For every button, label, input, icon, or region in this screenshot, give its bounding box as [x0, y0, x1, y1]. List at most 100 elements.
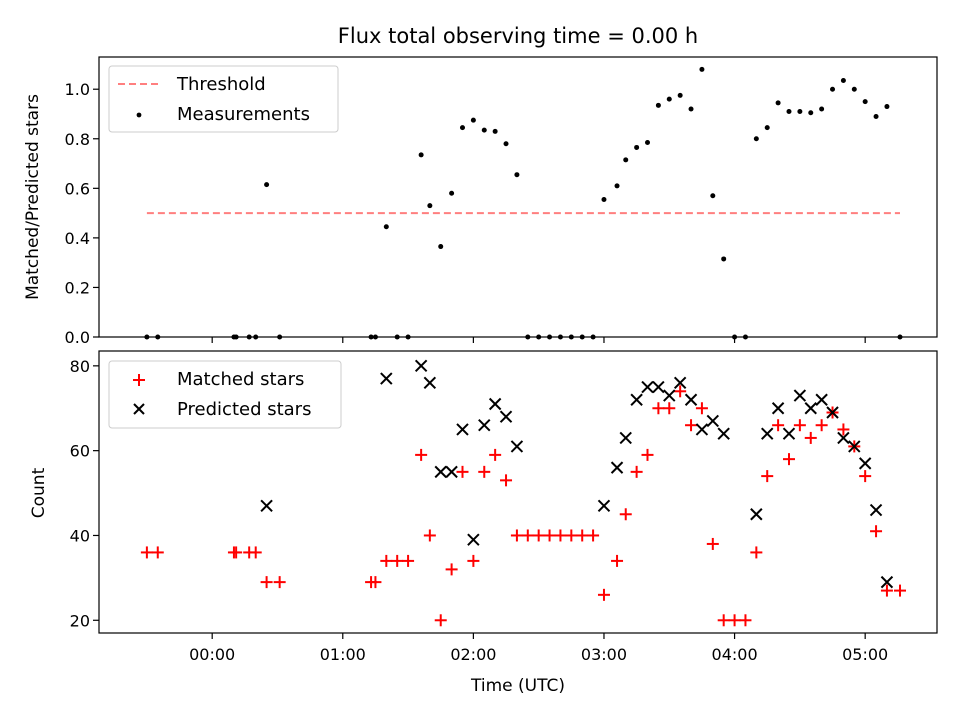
threshold-legend-label: Threshold	[176, 74, 266, 95]
measurement-point	[884, 104, 890, 110]
matched-star-point	[837, 423, 850, 436]
bottom-x-ticks: 00:00 01:00 02:00 03:00 04:00 05:00	[189, 633, 888, 664]
matched-star-point	[630, 465, 643, 478]
predicted-star-point	[414, 359, 428, 373]
matched-star-point	[415, 448, 428, 461]
predicted-star-point	[837, 431, 850, 445]
matched-star-point	[859, 470, 872, 483]
measurement-point	[418, 152, 424, 158]
top-legend: Threshold Measurements	[108, 65, 339, 133]
predicted-star-point	[610, 461, 624, 474]
predicted-star-point	[641, 380, 654, 394]
bottom-x-tick-label: 05:00	[842, 645, 888, 664]
predicted-star-point	[771, 402, 785, 415]
measurement-point	[492, 128, 498, 134]
matched-star-point	[695, 402, 708, 415]
bottom-legend-box	[108, 360, 342, 429]
matched-star-point	[402, 554, 415, 567]
matched-star-point	[151, 546, 164, 559]
matched-star-point	[140, 546, 153, 559]
matched-star-point	[369, 576, 382, 589]
predicted-star-point	[858, 457, 872, 470]
matched-star-point	[717, 614, 730, 627]
measurement-point	[438, 244, 444, 250]
matched-star-point	[434, 614, 447, 627]
top-y-tick-label: 0.8	[65, 130, 90, 149]
measurement-point	[840, 78, 846, 84]
measurement-point	[449, 190, 455, 196]
top-y-tick-label: 0.6	[65, 179, 90, 198]
matched-star-point	[391, 554, 404, 567]
matched-star-point	[761, 470, 774, 483]
matched-legend-label: Matched stars	[177, 369, 304, 390]
matched-star-point	[532, 529, 545, 542]
predicted-star-point	[663, 389, 676, 402]
matched-star-point	[500, 474, 513, 487]
bottom-y-tick-label: 40	[70, 526, 90, 545]
matched-star-point	[652, 402, 665, 415]
measurement-point	[666, 96, 672, 102]
measurements-legend-label: Measurements	[177, 104, 310, 125]
matched-star-point	[663, 402, 676, 415]
measurement-point	[601, 196, 607, 202]
predicted-star-point	[673, 376, 687, 390]
matched-star-point	[597, 588, 610, 601]
measurement-point	[459, 125, 465, 131]
matched-star-point	[772, 419, 785, 432]
matched-star-point	[611, 554, 624, 567]
measurement-point	[677, 92, 683, 98]
predicted-star-point	[488, 397, 502, 411]
predicted-star-point	[597, 499, 611, 512]
predicted-star-point	[456, 423, 469, 436]
bottom-x-tick-label: 04:00	[712, 645, 758, 664]
predicted-star-point	[499, 410, 513, 423]
bottom-axes-frame	[98, 350, 938, 634]
predicted-star-point	[750, 508, 763, 521]
measurement-point	[851, 86, 857, 92]
predicted-star-point	[717, 427, 730, 440]
top-y-tick-label: 0.2	[65, 278, 90, 297]
bottom-x-tick-label: 00:00	[189, 645, 235, 664]
matched-star-point	[565, 529, 578, 542]
predicted-star-point	[434, 465, 447, 479]
predicted-legend-label: Predicted stars	[177, 399, 311, 420]
matched-star-point	[456, 465, 469, 478]
measurement-point	[797, 109, 803, 115]
matched-star-point	[260, 576, 273, 589]
measurement-point	[721, 256, 727, 262]
top-x-ticks	[211, 337, 866, 343]
matched-star-point	[587, 529, 600, 542]
predicted-star-point	[793, 389, 807, 402]
measurement-point	[614, 183, 620, 189]
predicted-legend-swatch	[133, 403, 145, 415]
measurement-point	[808, 110, 814, 116]
measurement-point	[786, 109, 792, 115]
predicted-star-point	[706, 414, 720, 428]
x-axis-label: Time (UTC)	[470, 676, 565, 696]
predicted-star-point	[260, 499, 273, 512]
measurement-point	[753, 136, 759, 142]
bottom-x-tick-label: 01:00	[320, 645, 366, 664]
bottom-y-tick-label: 60	[70, 442, 90, 461]
measurement-point	[503, 141, 509, 147]
matched-star-point	[893, 584, 906, 597]
predicted-star-point	[782, 427, 796, 440]
predicted-star-point	[684, 393, 698, 406]
predicted-star-point	[761, 427, 774, 440]
measurements-legend-swatch	[136, 112, 142, 118]
predicted-star-point	[478, 419, 491, 432]
measurement-point	[764, 125, 770, 131]
top-y-tick-label: 0.0	[65, 328, 90, 347]
matched-star-point	[793, 419, 806, 432]
matched-star-point	[815, 419, 828, 432]
measurement-point	[862, 99, 868, 105]
matched-star-point	[423, 529, 436, 542]
predicted-star-point	[815, 393, 828, 406]
top-y-tick-label: 1.0	[65, 80, 90, 99]
top-legend-box	[108, 65, 339, 133]
matched-star-point	[380, 554, 393, 567]
measurement-point	[481, 127, 487, 133]
matched-star-point	[230, 546, 243, 559]
